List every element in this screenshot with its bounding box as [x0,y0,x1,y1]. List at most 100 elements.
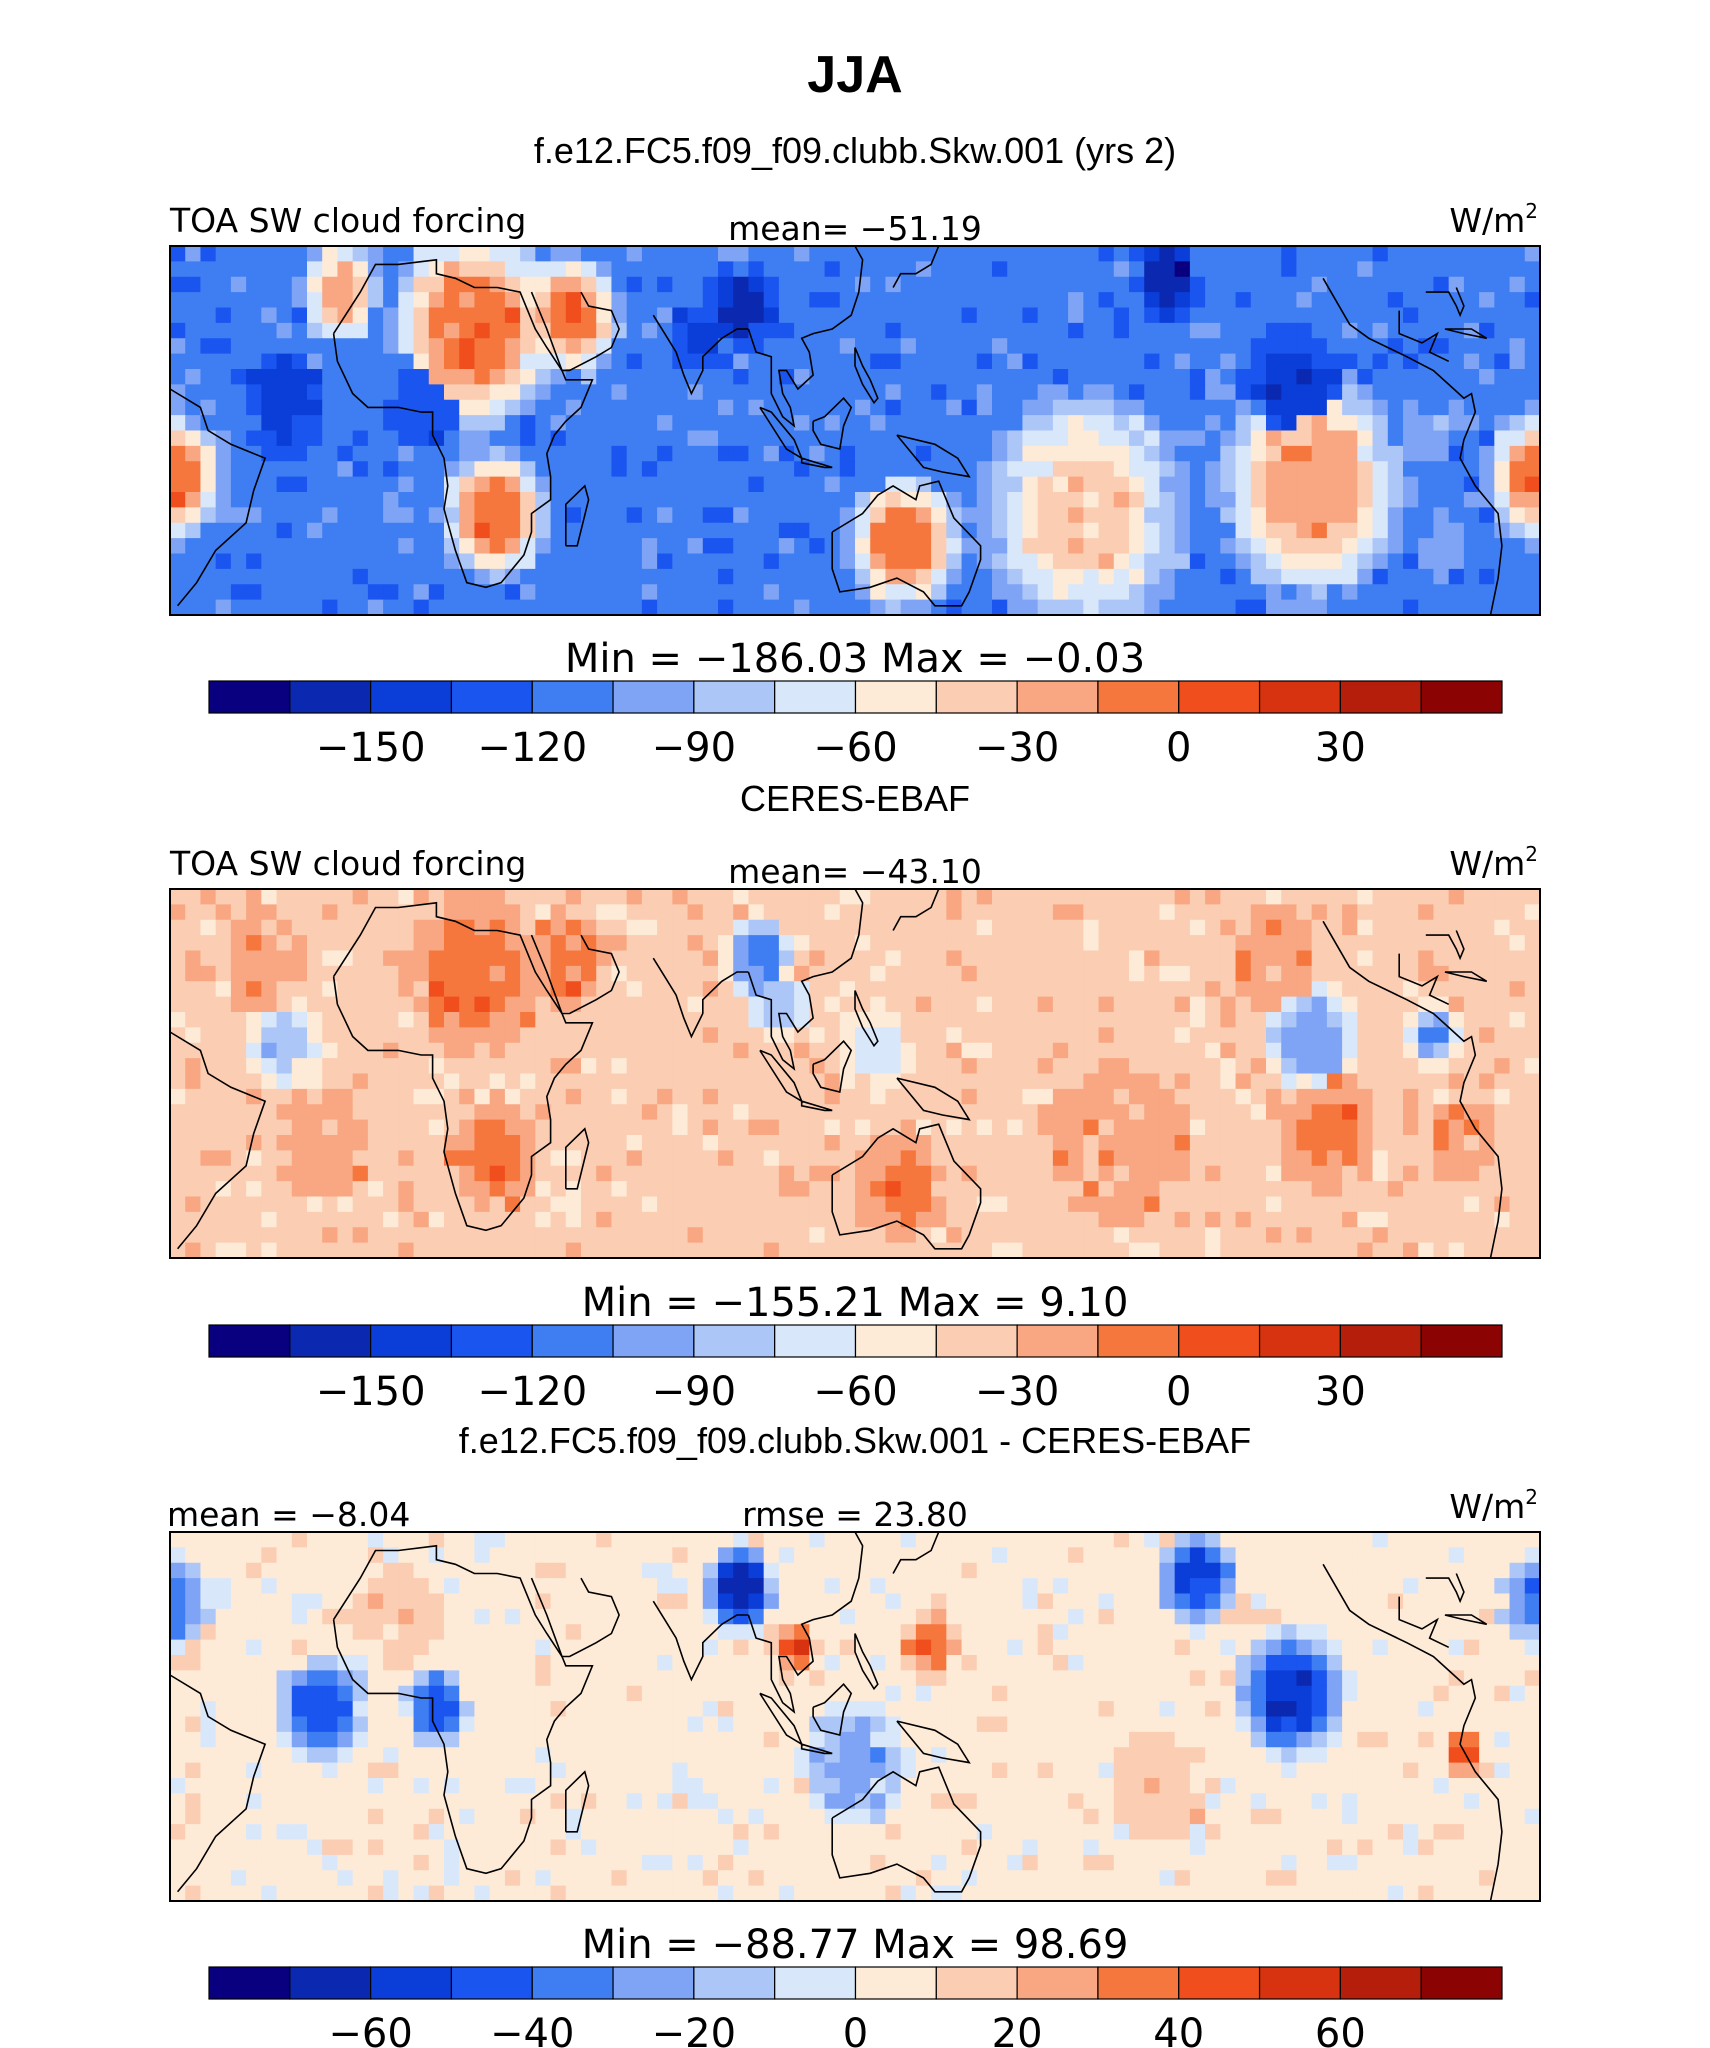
map-cell [702,904,719,921]
map-cell [778,507,795,524]
map-cell [1479,476,1495,493]
map-cell [1068,1227,1084,1244]
map-cell [1159,904,1176,921]
map-cell [337,1150,354,1167]
map-cell [657,919,673,936]
map-cell [657,276,673,293]
map-cell [383,1624,399,1641]
map-cell [520,1624,536,1641]
map-cell [733,353,750,370]
map-cell [596,1058,613,1075]
coastline-sumatra [759,406,804,461]
map-cell [535,1135,552,1151]
map-cell [307,1150,323,1167]
map-cell [870,1211,887,1228]
map-cell [200,384,217,401]
map-cell [1205,538,1221,555]
map-cell [322,1165,339,1182]
colorbar-swatch [1339,1324,1422,1358]
map-cell [413,599,430,615]
map-cell [733,276,750,293]
map-cell [763,889,780,905]
map-cell [1113,1547,1130,1564]
map-cell [1479,1012,1495,1028]
map-cell [1189,399,1206,416]
map-cell [992,1196,1008,1213]
map-cell [1037,1608,1054,1625]
map-cell [428,522,445,539]
map-cell [1524,1593,1540,1610]
map-cell [855,584,871,601]
map-cell [1326,276,1343,293]
map-cell [611,1562,628,1579]
map-cell [1068,1608,1084,1625]
map-cell [596,430,613,447]
map-cell [1463,568,1480,585]
map-cell [1281,996,1298,1013]
map-cell [230,1104,247,1121]
map-cell [778,919,795,936]
map-cell [1463,492,1480,508]
map-cell [1068,1578,1084,1595]
map-cell [641,430,658,447]
map-cell [1479,996,1495,1013]
map-cell [307,353,323,370]
map-cell [626,568,643,585]
map-cell [1007,1593,1024,1610]
map-cell [383,1088,399,1105]
map-cell [504,276,521,293]
map-cell [474,1135,491,1151]
map-cell [1037,445,1054,462]
map-cell [1235,599,1252,615]
map-cell [1052,568,1069,585]
map-cell [1433,889,1450,905]
map-cell [1418,476,1435,493]
map-cell [1494,553,1511,570]
map-cell [1083,261,1100,278]
map-cell [915,950,932,967]
coastline-australia [831,1123,982,1250]
map-cell [839,538,856,555]
map-cell [1052,1073,1069,1090]
map-cell [504,1012,521,1028]
map-cell [474,399,491,416]
map-cell [839,1073,856,1090]
map-cell [291,1104,308,1121]
map-cell [641,996,658,1013]
map-cell [611,353,628,370]
map-cell [1311,430,1328,447]
map-cell [1357,1547,1374,1564]
map-cell [1326,568,1343,585]
map-cell [596,307,613,324]
map-cell [230,1593,247,1610]
map-cell [200,492,217,508]
map-cell [992,1042,1008,1059]
map-cell [1342,1104,1358,1121]
map-cell [1235,1211,1252,1228]
map-cell [885,1242,902,1258]
map-cell [641,1227,658,1244]
map-cell [565,1593,582,1610]
map-cell [1205,1088,1221,1105]
map-cell [276,1211,293,1228]
map-cell [1098,919,1115,936]
map-cell [1068,935,1084,952]
map-cell [444,1547,460,1564]
map-cell [1281,276,1298,293]
map-cell [687,384,704,401]
map-cell [444,261,460,278]
map-cell [946,1196,963,1213]
map-cell [1250,430,1267,447]
map-cell [352,353,369,370]
map-cell [444,1211,460,1228]
map-cell [276,292,293,309]
map-cell [413,538,430,555]
map-cell [1174,889,1191,905]
map-cell [215,322,232,339]
map-cell [337,492,354,508]
map-cell [246,1211,262,1228]
map-cell [1052,430,1069,447]
map-cell [1205,965,1221,982]
map-cell [961,1119,978,1136]
map-cell [1037,904,1054,921]
